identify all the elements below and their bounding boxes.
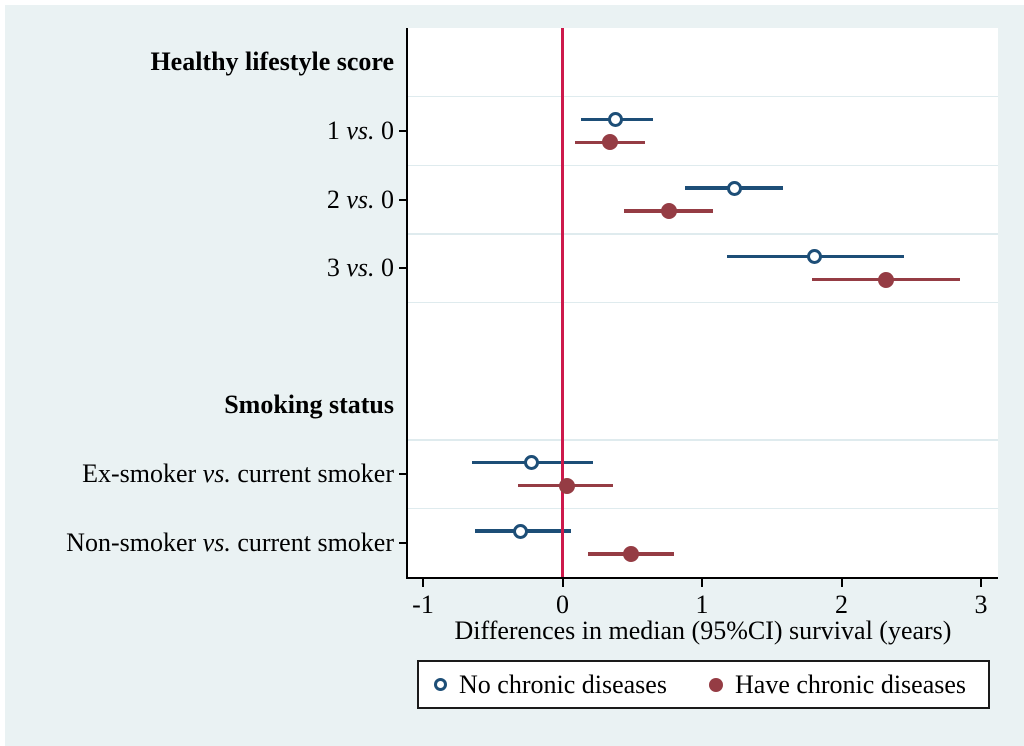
category-label: 2 vs. 0 (0, 184, 394, 216)
marker-filled-circle (622, 546, 639, 563)
category-label: Non-smoker vs. current smoker (0, 527, 394, 559)
marker-open-circle (608, 111, 623, 127)
category-label: 1 vs. 0 (0, 115, 394, 147)
category-tick (399, 267, 407, 270)
x-tick (980, 579, 982, 587)
marker-open-circle (726, 180, 742, 196)
marker-filled-circle (660, 203, 677, 220)
zero-line (561, 28, 564, 577)
gridline (408, 301, 998, 304)
category-label-text: 3 (326, 253, 347, 283)
marker-filled-circle (878, 271, 895, 288)
x-tick-label: 1 (695, 590, 709, 619)
gridline (408, 439, 998, 441)
category-label-vs: vs. (202, 459, 231, 489)
category-label-text: 2 (326, 184, 347, 214)
category-label-vs: vs. (202, 527, 231, 557)
category-label-text: Non-smoker (66, 527, 203, 557)
x-tick (701, 579, 703, 587)
legend: No chronic diseases Have chronic disease… (417, 660, 990, 709)
legend-label-no-chronic-diseases: No chronic diseases (459, 669, 667, 699)
marker-open-circle (513, 523, 529, 539)
category-label-text: 0 (374, 184, 394, 214)
marker-open-circle (524, 455, 540, 471)
category-label-vs: vs. (346, 184, 375, 214)
category-tick (399, 473, 407, 476)
x-tick-label: 2 (835, 590, 848, 619)
gridline (408, 164, 998, 166)
x-axis-title: Differences in median (95%CI) survival (… (454, 616, 952, 645)
x-tick (422, 579, 424, 587)
category-tick (399, 541, 407, 544)
gridline (408, 233, 998, 235)
category-label-text: 1 (326, 115, 347, 145)
filled-circle-marker-icon (709, 677, 723, 692)
legend-entry-no-chronic-diseases: No chronic diseases (434, 662, 667, 707)
x-axis-line (406, 577, 998, 579)
gridline (408, 95, 998, 98)
legend-entry-have-chronic-diseases: Have chronic diseases (709, 662, 966, 707)
category-label-text: 0 (374, 115, 394, 145)
legend-label-have-chronic-diseases: Have chronic diseases (735, 669, 967, 699)
x-tick-label: -1 (412, 590, 434, 619)
category-label-vs: vs. (346, 115, 375, 145)
category-label-vs: vs. (346, 253, 375, 283)
category-label-text: 0 (374, 253, 394, 283)
marker-open-circle (807, 249, 823, 265)
marker-filled-circle (558, 477, 575, 494)
category-label-text: current smoker (230, 459, 394, 489)
y-axis-line (406, 28, 408, 579)
x-tick-label: 3 (974, 590, 988, 619)
gridline (408, 507, 998, 510)
category-label: Healthy lifestyle score (150, 47, 394, 77)
x-tick-label: 0 (556, 590, 569, 619)
category-label: Ex-smoker vs. current smoker (0, 458, 394, 490)
marker-filled-circle (601, 134, 618, 151)
open-circle-marker-icon (434, 678, 447, 691)
category-tick (399, 198, 407, 201)
x-tick (561, 579, 564, 587)
category-label-text: current smoker (230, 527, 394, 557)
x-tick (840, 579, 843, 587)
category-tick (399, 129, 407, 132)
category-label: 3 vs. 0 (0, 252, 394, 284)
category-label: Smoking status (224, 390, 394, 420)
category-label-text: Ex-smoker (82, 459, 203, 489)
